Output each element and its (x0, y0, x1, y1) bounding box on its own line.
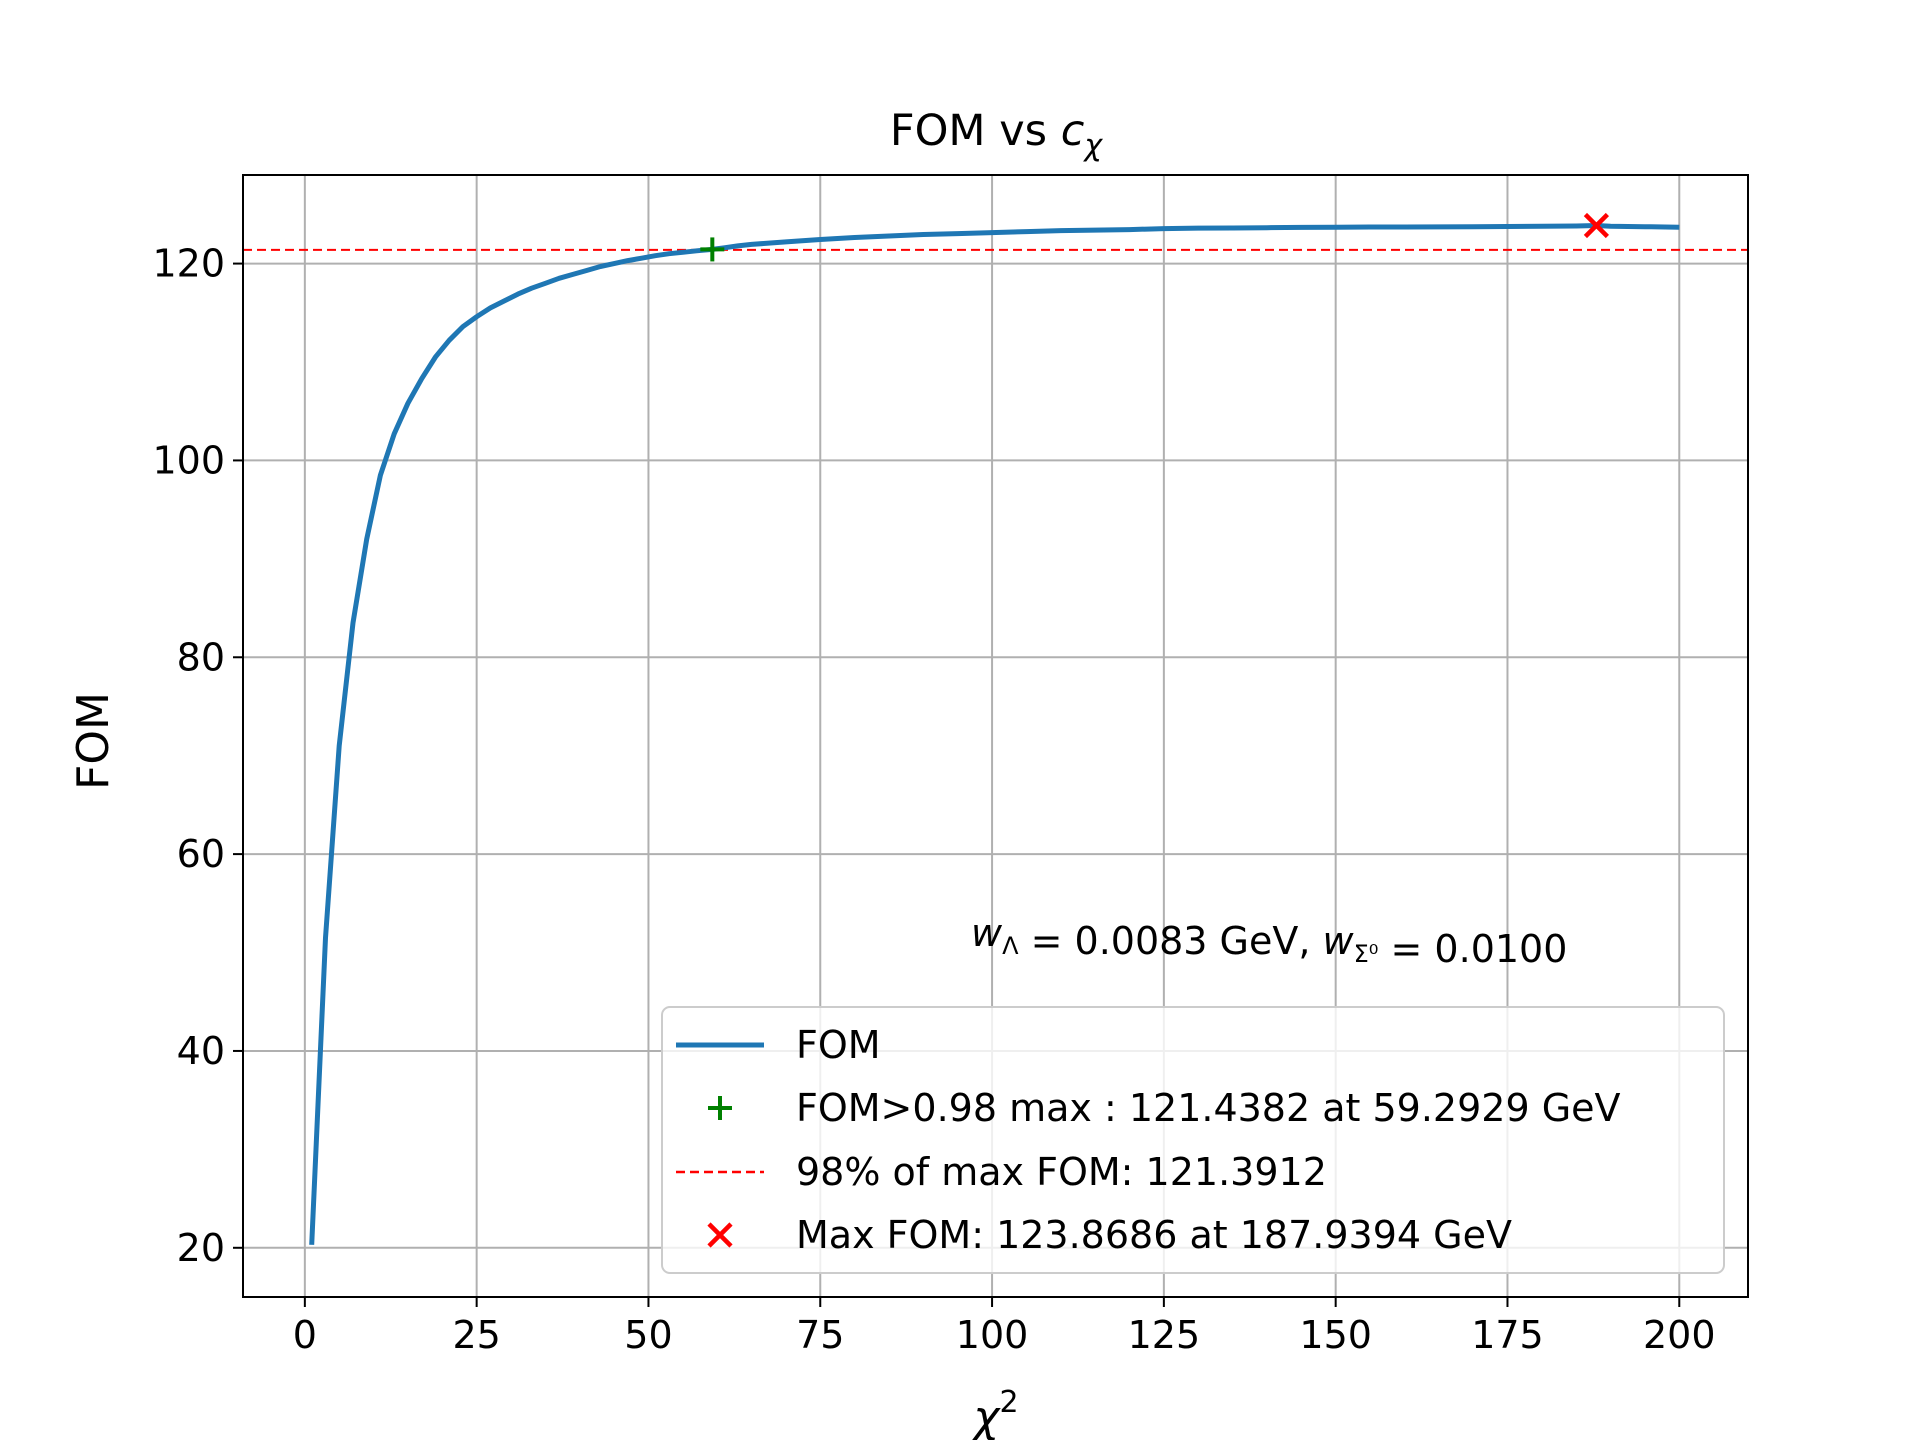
y-tick-label: 60 (177, 832, 225, 876)
legend: FOM FOM>0.98 max : 121.4382 at 59.2929 G… (661, 1006, 1725, 1274)
legend-fom-label: FOM (796, 1023, 881, 1067)
legend-threshold-point-label: FOM>0.98 max : 121.4382 at 59.2929 GeV (796, 1086, 1621, 1130)
legend-threshold-point-swatch (708, 1096, 732, 1120)
x-tick-label: 200 (1643, 1313, 1716, 1357)
annotation-part: w (971, 911, 1003, 955)
series-layer (309, 223, 1680, 1245)
legend-box (661, 1006, 1725, 1274)
x-tick-label: 100 (956, 1313, 1029, 1357)
y-tick-label: 40 (177, 1029, 225, 1073)
annotation-part: w (1323, 919, 1355, 963)
x-tick-label: 50 (624, 1313, 672, 1357)
x-ticks: 0 25 50 75 100 125 150 175 200 (293, 1297, 1716, 1357)
y-tick-label: 20 (177, 1226, 225, 1270)
x-tick-label: 175 (1471, 1313, 1544, 1357)
threshold-point-marker (700, 237, 725, 262)
legend-max-point-swatch (707, 1222, 733, 1248)
y-ticks: 20 40 60 80 100 120 (152, 242, 243, 1270)
legend-plus-marker (708, 1096, 732, 1120)
legend-max-point-label: Max FOM: 123.8686 at 187.9394 GeV (796, 1213, 1512, 1257)
annotation-part: = 0.0100 (1378, 927, 1567, 971)
marker-layer (700, 212, 1609, 262)
x-tick-label: 75 (796, 1313, 844, 1357)
annotation-part: Σ⁰ (1354, 940, 1379, 968)
y-axis-label: FOM (68, 692, 119, 790)
x-tick-label: 125 (1128, 1313, 1201, 1357)
fom-series-line (309, 223, 1680, 1245)
annotation-part: = 0.0083 GeV, (1019, 919, 1323, 963)
legend-x-marker (707, 1222, 733, 1248)
chart-title: FOM vs cχ (890, 106, 1104, 163)
x-tick-label: 150 (1299, 1313, 1372, 1357)
parameter-annotation: wΛ = 0.0083 GeV, wΣ⁰ = 0.0100 (971, 911, 1567, 971)
x-axis-label: χ2 (971, 1385, 1018, 1440)
max-point-marker (1583, 212, 1609, 239)
x-tick-label: 0 (293, 1313, 317, 1357)
x-tick-label: 25 (452, 1313, 500, 1357)
annotation-part: Λ (1002, 932, 1019, 960)
y-tick-label: 100 (152, 438, 225, 482)
legend-threshold-line-label: 98% of max FOM: 121.3912 (796, 1150, 1327, 1194)
y-tick-label: 80 (177, 635, 225, 679)
y-tick-label: 120 (152, 242, 225, 286)
axes-frame (242, 174, 1749, 1298)
